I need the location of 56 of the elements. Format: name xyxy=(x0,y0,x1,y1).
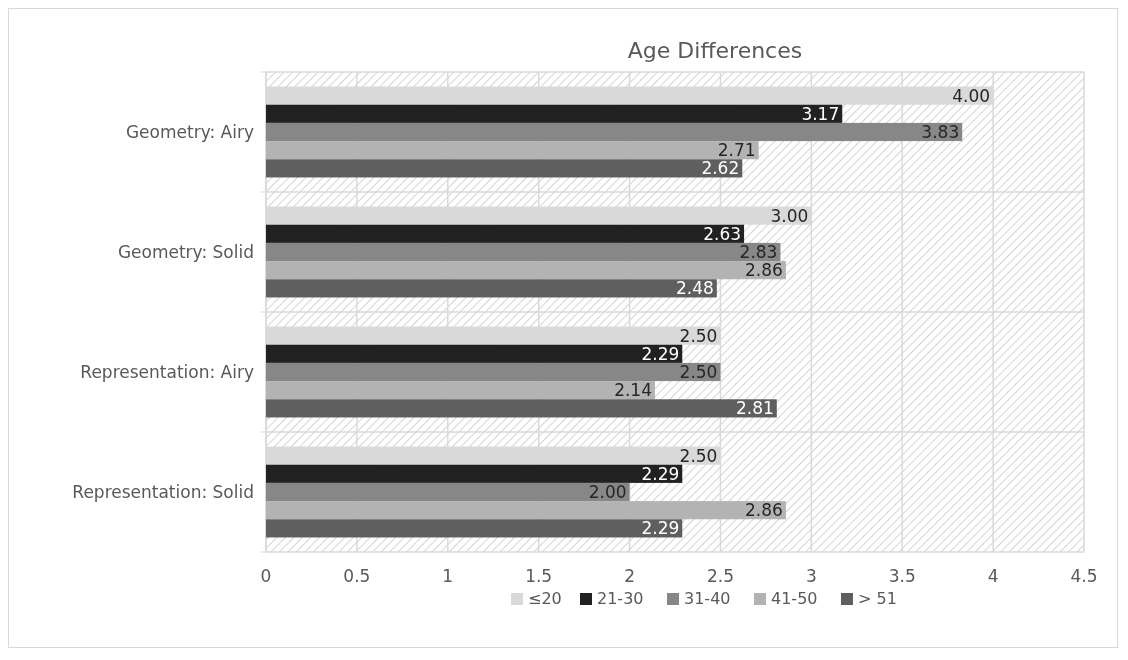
data-label: 2.50 xyxy=(679,445,718,466)
bar xyxy=(266,104,843,123)
legend-label: 41-50 xyxy=(771,589,818,608)
bar xyxy=(266,242,781,262)
data-label: 3.00 xyxy=(770,205,809,226)
y-tick-label: Representation: Airy xyxy=(80,362,254,382)
y-tick-label: Representation: Solid xyxy=(72,482,254,502)
data-label: 3.83 xyxy=(921,122,960,142)
x-tick-label: 2 xyxy=(624,566,635,586)
data-label: 2.50 xyxy=(679,362,718,382)
bar xyxy=(266,159,743,178)
data-label: 2.86 xyxy=(745,500,783,521)
data-label: 2.86 xyxy=(745,260,783,281)
x-tick-label: 2.5 xyxy=(706,566,734,586)
data-label: 3.17 xyxy=(801,103,840,124)
data-label: 2.14 xyxy=(614,380,652,401)
data-label: 2.83 xyxy=(739,242,778,262)
x-tick-label: 3 xyxy=(805,566,817,586)
data-label: 2.29 xyxy=(641,518,680,539)
x-tick-label: 1 xyxy=(442,566,454,586)
bar xyxy=(266,362,721,382)
bar xyxy=(266,261,786,280)
legend-label: 21-30 xyxy=(597,589,644,608)
bar xyxy=(266,122,963,142)
bar xyxy=(266,224,745,243)
x-tick-label: 0 xyxy=(260,566,272,586)
data-label: 2.71 xyxy=(717,140,756,161)
bar xyxy=(266,344,683,363)
bar xyxy=(266,464,683,483)
bar xyxy=(266,141,759,160)
bar xyxy=(266,519,683,538)
bar xyxy=(266,501,786,520)
x-tick-label: 1.5 xyxy=(525,566,553,586)
bar xyxy=(266,381,655,400)
legend-label: 31-40 xyxy=(684,589,731,608)
y-tick-label: Geometry: Solid xyxy=(117,242,254,262)
bar xyxy=(266,399,777,418)
data-label: 2.29 xyxy=(641,343,680,364)
legend-label: ≤20 xyxy=(528,589,562,608)
legend-label: > 51 xyxy=(858,589,897,608)
data-label: 2.00 xyxy=(588,482,627,502)
data-label: 2.81 xyxy=(735,398,774,419)
data-label: 2.29 xyxy=(641,463,680,484)
data-label: 2.62 xyxy=(701,158,740,179)
data-label: 2.50 xyxy=(679,325,718,346)
bar xyxy=(266,482,630,502)
x-tick-label: 4 xyxy=(987,566,999,586)
data-label: 2.48 xyxy=(675,278,714,299)
x-tick-label: 4.5 xyxy=(1070,566,1098,586)
chart-title: Age Differences xyxy=(627,38,803,63)
x-tick-label: 0.5 xyxy=(343,566,371,586)
data-label: 2.63 xyxy=(703,223,742,244)
y-tick-label: Geometry: Airy xyxy=(125,122,254,142)
bar xyxy=(266,279,717,298)
data-label: 4.00 xyxy=(952,85,991,106)
x-tick-label: 3.5 xyxy=(888,566,916,586)
